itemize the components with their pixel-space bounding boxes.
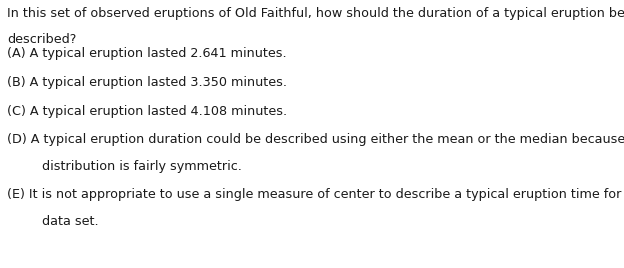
Text: (A) A typical eruption lasted 2.641 minutes.: (A) A typical eruption lasted 2.641 minu… <box>7 47 287 61</box>
Text: data set.: data set. <box>42 215 99 228</box>
Text: described?: described? <box>7 33 77 46</box>
Text: (C) A typical eruption lasted 4.108 minutes.: (C) A typical eruption lasted 4.108 minu… <box>7 105 288 118</box>
Text: (B) A typical eruption lasted 3.350 minutes.: (B) A typical eruption lasted 3.350 minu… <box>7 76 288 89</box>
Text: (D) A typical eruption duration could be described using either the mean or the : (D) A typical eruption duration could be… <box>7 133 624 147</box>
Text: distribution is fairly symmetric.: distribution is fairly symmetric. <box>42 160 242 173</box>
Text: In this set of observed eruptions of Old Faithful, how should the duration of a : In this set of observed eruptions of Old… <box>7 7 624 20</box>
Text: (E) It is not appropriate to use a single measure of center to describe a typica: (E) It is not appropriate to use a singl… <box>7 188 624 202</box>
